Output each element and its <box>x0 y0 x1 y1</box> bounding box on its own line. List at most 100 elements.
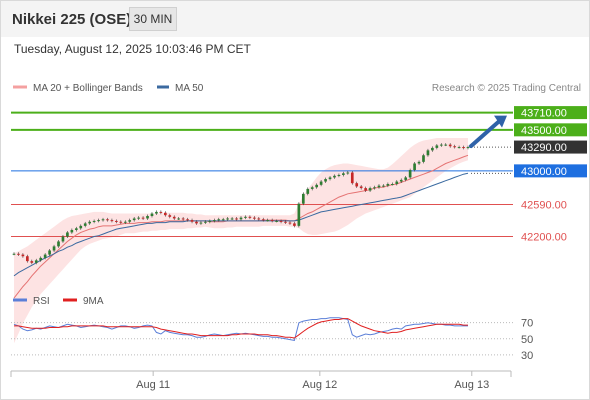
candle <box>377 185 381 188</box>
level-label-resistance: 43500.00 <box>521 125 567 137</box>
timeframe-button[interactable]: 30 MIN <box>129 7 177 31</box>
candle <box>235 218 238 220</box>
rsi-tick-label: 50 <box>521 334 533 346</box>
header-bar: Nikkei 225 (OSE) 30 MIN <box>1 1 589 37</box>
candle <box>155 211 158 214</box>
candle <box>159 211 163 213</box>
candle <box>186 219 189 221</box>
level-label-pivot-bg <box>514 164 587 178</box>
candle <box>413 163 416 171</box>
candle <box>462 147 465 149</box>
current-price-label-bg <box>514 140 587 154</box>
candle <box>212 220 216 222</box>
research-credit: Research © 2025 Trading Central <box>432 83 581 94</box>
candle <box>408 170 412 178</box>
candle <box>248 216 252 218</box>
candle <box>368 188 372 191</box>
level-label-resistance-bg <box>514 106 587 120</box>
candle <box>319 181 323 185</box>
timestamp: Tuesday, August 12, 2025 10:03:46 PM CET <box>14 42 251 56</box>
ma20-legend-label: MA 20 + Bollinger Bands <box>33 83 143 94</box>
candle <box>110 220 114 222</box>
candle <box>457 147 461 149</box>
candle <box>404 177 408 180</box>
forecast-arrow-shaft <box>469 117 503 149</box>
price-labels: 42590.00 42200.00 43710.00 43500.00 43290.00… <box>469 106 587 244</box>
candle <box>101 219 105 221</box>
candle <box>70 229 74 233</box>
candle <box>137 217 140 219</box>
candle <box>172 216 176 219</box>
candle <box>275 220 278 222</box>
candle <box>26 256 29 262</box>
candle <box>115 220 118 222</box>
candle <box>386 184 390 186</box>
rsi-ma-line <box>14 318 468 339</box>
candle <box>279 220 283 222</box>
candle <box>79 225 83 229</box>
candle <box>328 177 332 180</box>
candle <box>448 144 452 147</box>
candle <box>177 218 181 220</box>
candle <box>195 221 198 224</box>
candle <box>284 221 287 223</box>
x-tick-label: Aug 12 <box>302 379 337 391</box>
candle <box>350 172 354 184</box>
candle <box>399 179 403 182</box>
current-price-label: 43290.00 <box>521 142 567 154</box>
rsi-panel: 70 50 30 <box>11 317 533 362</box>
level-label-pivot: 43000.00 <box>521 166 567 178</box>
ma50-legend-label: MA 50 <box>175 83 204 94</box>
candle <box>364 188 367 191</box>
candle <box>97 220 100 222</box>
candle <box>204 221 207 223</box>
candle <box>466 147 470 149</box>
candle <box>266 220 270 222</box>
candle <box>306 188 310 194</box>
candle <box>106 219 109 221</box>
candle <box>355 183 359 187</box>
instrument-title: Nikkei 225 (OSE) <box>12 11 132 28</box>
candle <box>57 241 60 247</box>
candle <box>30 261 34 263</box>
candle <box>92 220 96 222</box>
candle <box>435 145 439 148</box>
rsi-legend-label: RSI <box>33 296 50 307</box>
candle <box>146 216 149 219</box>
level-label-resistance: 43710.00 <box>521 108 567 120</box>
candle <box>453 146 456 148</box>
bollinger-band <box>14 138 468 344</box>
candle <box>34 260 38 263</box>
candle <box>226 218 229 220</box>
candle <box>346 172 350 174</box>
candle <box>66 232 69 237</box>
candle <box>297 203 301 226</box>
ma50-line <box>13 172 469 277</box>
candle <box>270 220 274 222</box>
candle <box>141 217 145 219</box>
level-label-support: 42200.00 <box>521 232 567 244</box>
candle <box>422 155 425 162</box>
level-label-resistance-bg <box>514 123 587 137</box>
candle <box>43 254 47 258</box>
candle <box>61 236 65 242</box>
candle <box>119 221 123 223</box>
candle <box>373 187 376 189</box>
candle <box>230 218 234 220</box>
x-axis: Aug 11 Aug 12 Aug 13 <box>136 371 489 391</box>
candle <box>382 185 385 187</box>
candle <box>342 173 345 175</box>
forecast-arrow-head <box>494 115 507 128</box>
candle <box>190 220 194 222</box>
candle <box>315 184 319 188</box>
candle <box>208 220 212 222</box>
rsi-line <box>13 317 468 341</box>
x-tick-label: Aug 13 <box>454 379 489 391</box>
bollinger-fill <box>14 138 468 344</box>
candle <box>257 218 261 220</box>
candle <box>310 187 314 189</box>
candle <box>17 253 20 255</box>
candle <box>426 150 430 156</box>
candle <box>168 215 172 217</box>
